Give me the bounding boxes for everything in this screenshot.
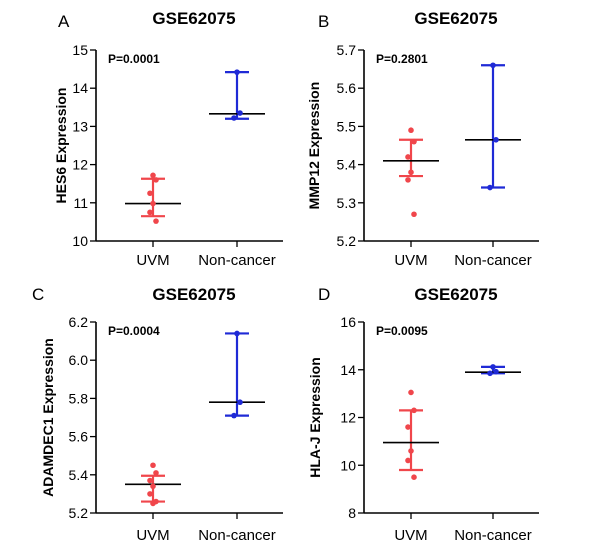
- y-tick-label: 15: [72, 42, 88, 58]
- y-tick-label: 10: [340, 457, 356, 473]
- data-point: [487, 184, 493, 191]
- y-tick-label: 5.6: [69, 429, 89, 445]
- data-point: [150, 200, 156, 207]
- data-point: [405, 154, 411, 160]
- y-tick-label: 14: [72, 80, 88, 96]
- data-point: [405, 457, 411, 464]
- data-point: [408, 169, 414, 176]
- p-value-label: P=0.0001: [108, 52, 160, 66]
- panel-letter: D: [318, 285, 330, 304]
- y-axis-label: MMP12 Expression: [306, 82, 322, 210]
- panel-a: A GSE62075 10 11 12 13 14 15 UVM Non-cancer HES6 E…: [53, 9, 283, 269]
- group-non-cancer: [465, 62, 521, 191]
- panel-b: B GSE62075 5.2 5.3 5.4 5.5 5.6 5.7 UVM Non-cancer…: [306, 9, 539, 269]
- x-category-label: Non-cancer: [454, 252, 532, 269]
- data-point: [411, 407, 417, 414]
- data-point: [150, 172, 156, 179]
- data-point: [231, 412, 237, 419]
- y-tick-label: 5.7: [337, 42, 357, 58]
- data-point: [490, 364, 496, 370]
- data-point: [153, 218, 159, 224]
- y-tick-label: 8: [348, 505, 356, 521]
- y-tick-label: 5.4: [337, 157, 357, 173]
- y-tick-label: 5.6: [337, 80, 357, 96]
- data-point: [153, 470, 159, 476]
- y-tick-label: 12: [72, 157, 88, 173]
- y-tick-label: 5.4: [69, 467, 89, 483]
- y-tick-label: 11: [73, 195, 88, 211]
- data-point: [411, 138, 417, 145]
- x-category-label: Non-cancer: [198, 252, 276, 269]
- data-point: [493, 368, 499, 375]
- y-tick-label: 16: [340, 314, 356, 330]
- data-point: [234, 69, 240, 75]
- panel-letter: A: [58, 12, 70, 31]
- y-tick-label: 14: [340, 362, 356, 378]
- y-axis-label: HES6 Expression: [53, 88, 69, 204]
- data-point: [237, 399, 243, 406]
- data-point: [147, 491, 153, 497]
- group-non-cancer: [465, 364, 521, 377]
- data-point: [153, 177, 159, 183]
- data-point: [147, 477, 153, 484]
- data-point: [150, 500, 156, 507]
- data-point: [237, 110, 243, 116]
- y-tick-label: 5.3: [337, 195, 357, 211]
- x-category-label: UVM: [136, 252, 169, 269]
- y-tick-label: 10: [72, 233, 88, 249]
- data-point: [487, 370, 493, 377]
- data-point: [408, 448, 414, 454]
- p-value-label: P=0.2801: [376, 52, 428, 66]
- panel-letter: B: [318, 12, 329, 31]
- data-point: [231, 115, 237, 121]
- y-tick-label: 5.2: [337, 233, 357, 249]
- y-axis-label: HLA-J Expression: [307, 357, 323, 478]
- data-point: [405, 177, 411, 183]
- group-uvm: [383, 127, 439, 218]
- y-axis-label: ADAMDEC1 Expression: [40, 338, 56, 497]
- data-point: [405, 424, 411, 430]
- data-point: [493, 136, 499, 143]
- chart-title: GSE62075: [152, 9, 235, 28]
- y-tick-label: 5.5: [337, 118, 357, 134]
- group-non-cancer: [209, 69, 265, 121]
- y-tick-label: 5.2: [69, 505, 89, 521]
- p-value-label: P=0.0095: [376, 324, 428, 338]
- x-category-label: Non-cancer: [454, 527, 532, 544]
- data-point: [408, 389, 414, 396]
- group-uvm: [125, 462, 181, 507]
- data-point: [408, 127, 414, 134]
- y-tick-label: 5.8: [69, 390, 89, 406]
- group-uvm: [125, 172, 181, 224]
- y-tick-label: 12: [340, 410, 356, 426]
- x-category-label: UVM: [394, 527, 427, 544]
- y-tick-label: 13: [72, 118, 88, 134]
- data-point: [411, 211, 417, 218]
- chart-title: GSE62075: [414, 9, 497, 28]
- data-point: [150, 462, 156, 469]
- x-category-label: Non-cancer: [198, 527, 276, 544]
- panel-d: D GSE62075 8 10 12 14 16 UVM Non-cancer HLA-J Exp…: [307, 285, 539, 544]
- data-point: [411, 474, 417, 480]
- y-tick-label: 6.0: [69, 352, 89, 368]
- data-point: [150, 483, 156, 490]
- data-point: [147, 190, 153, 197]
- data-point: [147, 209, 153, 216]
- chart-title: GSE62075: [152, 285, 235, 304]
- chart-title: GSE62075: [414, 285, 497, 304]
- panel-c: C GSE62075 5.2 5.4 5.6 5.8 6.0 6.2 UVM Non-cancer…: [32, 285, 283, 544]
- p-value-label: P=0.0004: [108, 324, 160, 338]
- group-uvm: [383, 389, 439, 480]
- data-point: [490, 62, 496, 69]
- group-non-cancer: [209, 330, 265, 419]
- y-tick-label: 6.2: [69, 314, 89, 330]
- panel-letter: C: [32, 285, 44, 304]
- data-point: [234, 330, 240, 337]
- x-category-label: UVM: [394, 252, 427, 269]
- x-category-label: UVM: [136, 527, 169, 544]
